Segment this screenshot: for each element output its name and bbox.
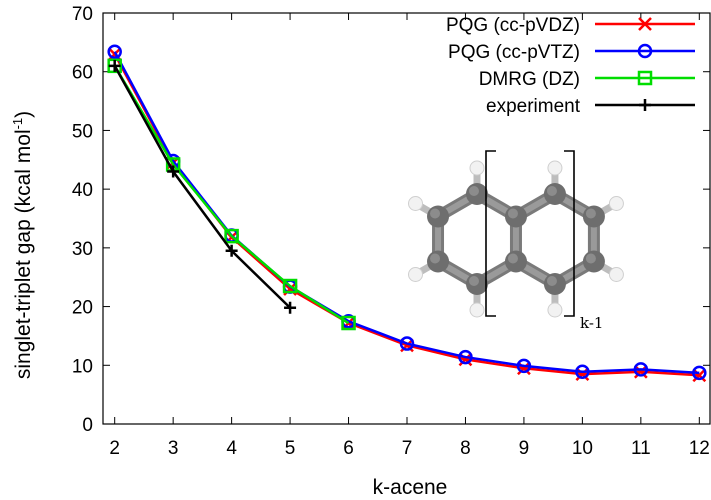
legend-label: experiment bbox=[486, 96, 581, 117]
x-tick-label: 4 bbox=[226, 438, 237, 459]
hydrogen-atom bbox=[469, 160, 485, 176]
x-axis-label: k-acene bbox=[373, 476, 448, 499]
carbon-atom-shine bbox=[430, 253, 441, 264]
legend-label: DMRG (DZ) bbox=[479, 69, 580, 90]
legend-label: PQG (cc-pVTZ) bbox=[448, 42, 580, 63]
left-bracket bbox=[485, 150, 496, 317]
y-tick-label: 0 bbox=[82, 415, 93, 436]
x-tick-label: 10 bbox=[572, 438, 593, 459]
carbon-atom-shine bbox=[430, 208, 441, 219]
series-experiment bbox=[108, 59, 297, 314]
hydrogen-atom bbox=[408, 196, 424, 211]
data-point-square bbox=[224, 228, 239, 244]
x-tick-label: 9 bbox=[519, 438, 530, 459]
carbon-atom-shine bbox=[546, 276, 557, 286]
data-point-x bbox=[638, 17, 652, 31]
y-tick-label: 60 bbox=[72, 63, 93, 84]
data-point-circle bbox=[575, 364, 590, 379]
x-tick-label: 12 bbox=[689, 438, 710, 459]
series-pqg-cc-pvtz bbox=[107, 44, 707, 381]
carbon-atom-shine bbox=[469, 186, 479, 196]
legend: PQG (cc-pVDZ) PQG (cc-pVTZ) DMRG (DZ) exper… bbox=[446, 15, 695, 117]
carbon-atom-shine bbox=[546, 186, 557, 196]
repeat-subscript-label: k-1 bbox=[580, 314, 603, 332]
data-point-circle bbox=[692, 365, 707, 381]
right-bracket bbox=[564, 150, 575, 317]
data-point-square bbox=[341, 315, 356, 331]
carbon-atom-shine bbox=[507, 208, 518, 219]
data-point-x bbox=[692, 368, 707, 383]
x-tick-label: 2 bbox=[109, 438, 120, 459]
data-point-circle bbox=[637, 43, 653, 59]
data-point-plus bbox=[225, 244, 238, 257]
data-point-square bbox=[637, 70, 653, 86]
y-axis-label-close: ) bbox=[12, 111, 35, 118]
data-point-circle bbox=[458, 349, 473, 365]
series-pqg-cc-pvdz bbox=[107, 47, 707, 383]
data-point-plus bbox=[639, 99, 651, 111]
ticks: 2 3 4 5 6 7 8 9 10 11 12 0 10 20 30 40 50 60 70 bbox=[72, 4, 710, 459]
y-axis-label-main: singlet-triplet gap (kcal mol bbox=[12, 129, 35, 379]
data-point-x bbox=[633, 364, 648, 379]
data-point-circle bbox=[107, 44, 122, 60]
y-tick-label: 40 bbox=[72, 180, 93, 201]
data-point-circle bbox=[399, 336, 415, 351]
hydrogen-atom bbox=[408, 267, 424, 282]
axes bbox=[102, 12, 711, 425]
molecule-inset: k-1 bbox=[408, 150, 624, 332]
data-point-plus bbox=[284, 301, 297, 314]
hydrogen-atom bbox=[469, 302, 485, 318]
data-point-plus bbox=[167, 165, 180, 178]
x-tick-label: 11 bbox=[631, 438, 651, 459]
y-tick-label: 70 bbox=[72, 4, 93, 25]
x-tick-label: 7 bbox=[402, 438, 413, 459]
series-line bbox=[113, 65, 350, 325]
carbon-atom-shine bbox=[585, 253, 596, 264]
hydrogen-atom bbox=[608, 267, 624, 282]
hydrogen-atom bbox=[547, 160, 563, 176]
series-dmrg-dz bbox=[107, 58, 356, 331]
y-axis-label-superscript: -1 bbox=[10, 118, 25, 130]
data-point-circle bbox=[633, 362, 649, 377]
x-tick-label: 3 bbox=[168, 438, 179, 459]
hydrogen-atom bbox=[608, 196, 624, 211]
data-point-circle bbox=[516, 358, 532, 374]
series-line bbox=[113, 53, 700, 377]
x-tick-label: 6 bbox=[343, 438, 354, 459]
series-line bbox=[113, 65, 291, 309]
x-tick-label: 8 bbox=[460, 438, 471, 459]
hydrogen-atom bbox=[547, 302, 563, 318]
y-tick-label: 10 bbox=[72, 356, 93, 377]
y-tick-label: 50 bbox=[72, 121, 93, 142]
carbon-atom-shine bbox=[507, 253, 518, 264]
data-point-plus bbox=[108, 59, 121, 72]
y-tick-label: 20 bbox=[72, 298, 93, 319]
series-lines bbox=[107, 44, 707, 383]
carbon-atom-shine bbox=[469, 276, 479, 286]
y-tick-label: 30 bbox=[72, 239, 93, 260]
y-axis-label: singlet-triplet gap (kcal mol-1) bbox=[10, 111, 35, 379]
legend-label: PQG (cc-pVDZ) bbox=[446, 15, 580, 36]
plot-frame bbox=[102, 12, 711, 425]
data-point-square bbox=[282, 278, 298, 294]
carbon-atom-shine bbox=[585, 208, 596, 219]
x-tick-label: 5 bbox=[285, 438, 296, 459]
